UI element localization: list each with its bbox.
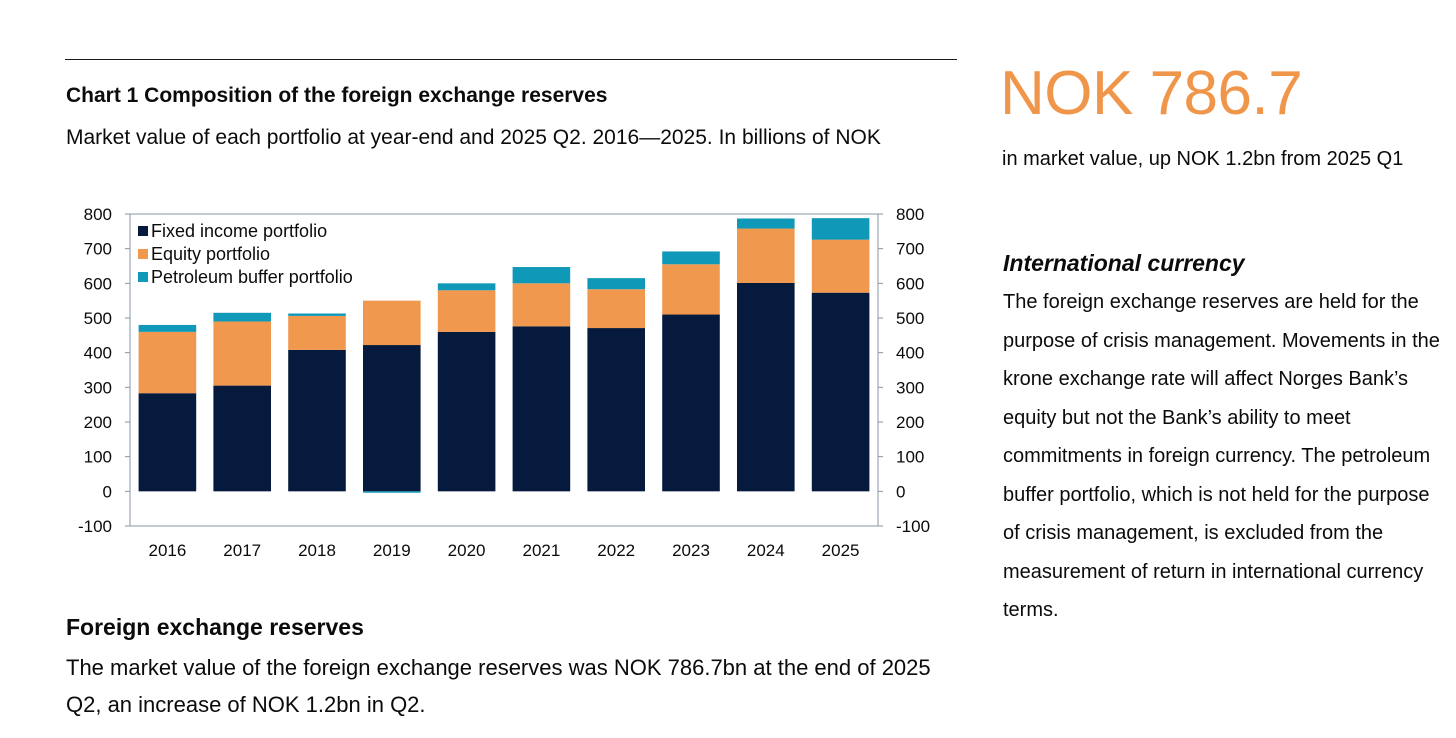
bar-segment	[512, 267, 571, 284]
y-tick-label-right: 800	[896, 205, 924, 224]
x-tick-label: 2022	[597, 541, 635, 560]
y-tick-label-left: 400	[84, 344, 112, 363]
sidebar-heading: International currency	[1003, 250, 1245, 276]
legend-label: Petroleum buffer portfolio	[151, 267, 353, 287]
chart-subtitle: Market value of each portfolio at year-e…	[66, 126, 881, 149]
x-tick-label: 2018	[298, 541, 336, 560]
bar-segment	[737, 228, 795, 283]
bar-segment	[662, 264, 720, 315]
bar-segment	[811, 218, 870, 240]
bar-segment	[288, 315, 346, 350]
y-tick-label-right: 0	[896, 482, 905, 501]
y-tick-label-left: 600	[84, 274, 112, 293]
x-tick-label: 2025	[822, 541, 860, 560]
y-tick-label-right: 700	[896, 240, 924, 259]
bar-segment	[437, 290, 496, 332]
bar-segment	[363, 345, 421, 492]
bar-segment	[512, 326, 571, 492]
bar-segment	[138, 331, 197, 394]
x-tick-label: 2021	[522, 541, 560, 560]
bar-segment	[662, 251, 720, 265]
stacked-bar-chart: 800 800 700 700 600 600 500 500 400 400 300 300 200 2…	[78, 205, 930, 560]
bar-segment	[811, 239, 870, 293]
y-tick-label-right: -100	[896, 517, 930, 536]
bar-segment	[437, 283, 496, 291]
bar-segment	[138, 324, 197, 332]
y-tick-label-right: 400	[896, 344, 924, 363]
bar-segment	[213, 312, 271, 322]
y-tick-label-left: -100	[78, 517, 112, 536]
bar-segment	[437, 331, 496, 492]
y-tick-label-left: 200	[84, 413, 112, 432]
plot-frame	[129, 213, 879, 527]
highlight-caption: in market value, up NOK 1.2bn from 2025 …	[1002, 148, 1404, 170]
x-tick-label: 2023	[672, 541, 710, 560]
bar-segment	[288, 313, 346, 316]
y-tick-label-left: 500	[84, 309, 112, 328]
y-tick-label-right: 600	[896, 274, 924, 293]
y-tick-label-left: 700	[84, 240, 112, 259]
x-tick-label: 2019	[373, 541, 411, 560]
legend-swatch	[138, 226, 148, 236]
bar-segment	[138, 393, 197, 492]
chart-title: Chart 1 Composition of the foreign excha…	[66, 84, 608, 107]
bar-segment	[213, 321, 271, 386]
bar-segment	[737, 218, 795, 229]
y-tick-label-right: 500	[896, 309, 924, 328]
x-tick-label: 2020	[448, 541, 486, 560]
y-tick-label-left: 100	[84, 448, 112, 467]
section-body: The market value of the foreign exchange…	[66, 655, 931, 717]
bar-segment	[363, 300, 421, 346]
legend-label: Equity portfolio	[151, 244, 270, 264]
y-tick-label-left: 0	[103, 482, 112, 501]
y-tick-label-left: 300	[84, 378, 112, 397]
section-heading: Foreign exchange reserves	[66, 614, 364, 640]
y-tick-label-right: 100	[896, 448, 924, 467]
top-rule	[65, 59, 957, 60]
legend-swatch	[138, 249, 148, 259]
bar-segment	[587, 278, 645, 290]
legend-swatch	[138, 272, 148, 282]
y-tick-label-right: 200	[896, 413, 924, 432]
bar-segment	[662, 314, 720, 492]
bar-segment	[587, 289, 645, 329]
bar-segment	[363, 491, 421, 493]
highlight-value: NOK 786.7	[1000, 59, 1303, 128]
bar-segment	[587, 328, 645, 492]
x-tick-label: 2024	[747, 541, 785, 560]
bar-segment	[288, 349, 346, 492]
bar-segment	[512, 283, 571, 327]
bar-segment	[213, 385, 271, 492]
y-tick-label-left: 800	[84, 205, 112, 224]
bar-segment	[811, 292, 870, 492]
bar-segment	[737, 282, 795, 492]
sidebar-body: The foreign exchange reserves are held f…	[1003, 291, 1440, 621]
x-tick-label: 2016	[148, 541, 186, 560]
y-tick-label-right: 300	[896, 378, 924, 397]
x-tick-label: 2017	[223, 541, 261, 560]
legend-label: Fixed income portfolio	[151, 221, 327, 241]
